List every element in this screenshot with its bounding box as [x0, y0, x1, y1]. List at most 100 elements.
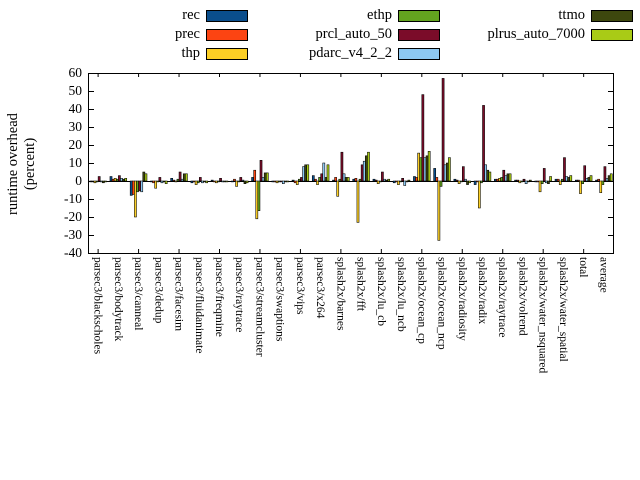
bar [170, 178, 174, 182]
x-tick-label: splash2x/radix [476, 257, 488, 325]
bar [286, 180, 289, 183]
bar [358, 178, 362, 182]
bar [461, 166, 465, 182]
bar [194, 180, 198, 185]
x-tick-label: parsec3/fluidanimate [192, 257, 205, 354]
bar [346, 177, 350, 182]
bar [443, 164, 447, 182]
bar [423, 157, 427, 182]
bar [332, 179, 335, 182]
x-tick-label: parsec3/facesim [172, 257, 185, 332]
x-tick-label: splash2x/ocean_ncp [435, 257, 448, 350]
bar [279, 180, 283, 183]
bar [421, 94, 425, 182]
bar [142, 171, 146, 182]
bar [599, 180, 603, 193]
bar [526, 180, 530, 183]
x-tick-label: splash2x/ocean_cp [415, 257, 428, 344]
y-tick-label: 10 [68, 155, 83, 170]
bar [498, 178, 501, 182]
bar [113, 178, 117, 182]
bar [302, 166, 305, 182]
bar [514, 179, 517, 182]
bar [322, 162, 326, 182]
x-tick-label: splash2x/volrend [516, 257, 529, 336]
bar [245, 180, 249, 184]
legend-item-ethp: ethp [258, 6, 440, 25]
legend-item-rec: rec [100, 6, 248, 25]
bar [534, 180, 538, 183]
x-tick-label: parsec3/canneal [132, 257, 145, 331]
bar [198, 177, 202, 182]
bar [192, 180, 196, 183]
bar [306, 164, 310, 182]
bar [466, 180, 469, 185]
y-tick-label: 30 [68, 119, 83, 134]
bar [448, 157, 451, 182]
bar [607, 175, 611, 182]
bar [488, 171, 492, 182]
y-tick-label: 40 [68, 101, 83, 116]
bar [595, 179, 598, 182]
bar [574, 179, 578, 182]
bar [219, 178, 222, 182]
x-tick-label: splash2x/water_spatial [556, 257, 569, 362]
bar [311, 175, 315, 182]
bar [95, 180, 99, 183]
legend-swatch-thp [206, 47, 248, 60]
bar [496, 178, 499, 182]
bar [150, 180, 153, 183]
legend-item-prec: prec [100, 25, 248, 44]
bar [340, 151, 344, 182]
bar [265, 172, 269, 182]
bar [603, 166, 607, 182]
bar [457, 180, 461, 184]
bar [372, 178, 376, 182]
bar [174, 180, 178, 183]
bar [342, 173, 346, 182]
bar [528, 179, 532, 182]
bar [579, 180, 582, 194]
bar [563, 157, 566, 182]
bar [567, 177, 570, 182]
bar [118, 175, 121, 182]
x-tick-label: parsec3/x264 [314, 257, 327, 319]
bar [255, 180, 259, 220]
legend-swatch-prec [206, 28, 248, 41]
bar [196, 180, 200, 184]
bar [352, 178, 356, 182]
bar [549, 176, 552, 182]
bar [459, 180, 463, 183]
legend-swatch-plrus_auto_7000 [591, 28, 633, 41]
y-tick-label: 60 [68, 65, 83, 80]
bar [316, 180, 319, 185]
bar [609, 173, 613, 182]
bar [162, 180, 166, 183]
legend-column-1: rec prec thp [100, 6, 248, 63]
bar [413, 176, 416, 182]
x-tick-label: splash2x/water_nsquared [536, 257, 549, 374]
bar [354, 178, 358, 182]
legend-label: plrus_auto_7000 [487, 26, 585, 42]
bar [597, 178, 600, 182]
legend-swatch-rec [206, 9, 248, 22]
bar [132, 180, 135, 195]
bar [235, 180, 238, 187]
bar [577, 179, 580, 182]
bar [225, 180, 229, 183]
bar [293, 180, 297, 184]
bar [437, 180, 441, 241]
bar [102, 180, 105, 184]
bar [482, 105, 485, 182]
bar [516, 179, 520, 182]
bar [300, 177, 303, 182]
legend-label: pdarc_v4_2_2 [309, 45, 392, 61]
bar [93, 180, 97, 184]
bar [583, 165, 587, 182]
bar [314, 178, 317, 182]
bar [326, 164, 330, 182]
x-tick-label: splash2x/lu_cb [374, 257, 387, 326]
bar [561, 178, 564, 182]
bar [601, 180, 605, 185]
x-tick-label: splash2x/barnes [334, 257, 347, 331]
